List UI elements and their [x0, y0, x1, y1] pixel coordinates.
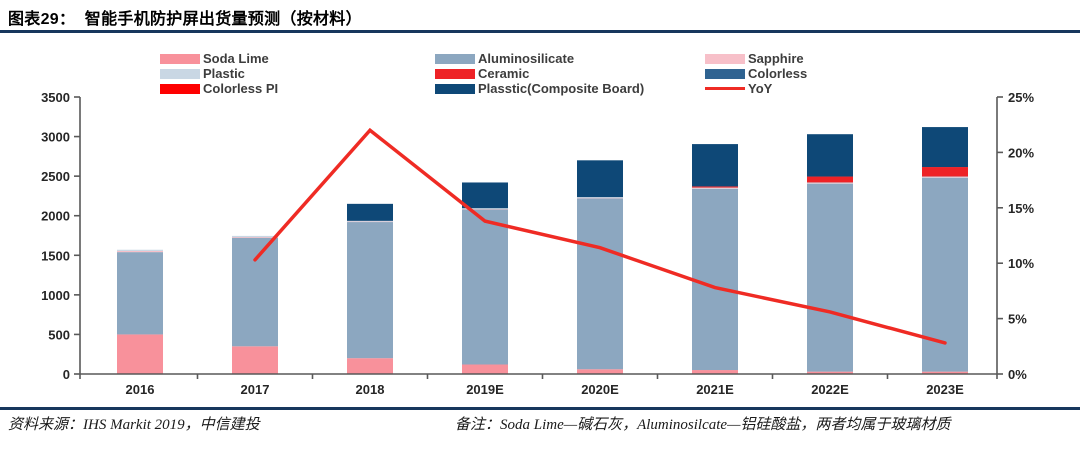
bar-segment-2022E-plasstic-composite-board- [807, 134, 853, 177]
legend-swatch [435, 53, 475, 64]
bar-segment-2016-aluminosilicate [117, 252, 163, 335]
chart-plot: 0 500 1000 1500 2000 2500 3000 3500 0% 5% 10% 15% 20… [41, 90, 1034, 397]
bar-segment-2021E-ceramic [692, 186, 738, 188]
bar-segment-2018-plasstic-composite-board- [347, 203, 393, 221]
bar-segment-2016-sapphire [117, 250, 163, 253]
left-axis-tick-label: 500 [48, 327, 70, 342]
x-axis-category-label: 2016 [126, 382, 155, 397]
left-axis-tick-label: 1000 [41, 288, 70, 303]
bar-segment-2019E-soda-lime [462, 364, 508, 374]
x-axis-category-label: 2020E [581, 382, 619, 397]
note-text: 备注：Soda Lime—碱石灰，Aluminosilcate—铝硅酸盐，两者均… [455, 417, 951, 433]
legend-label: Plasstic(Composite Board) [478, 81, 645, 96]
left-axis-tick-label: 3500 [41, 90, 70, 105]
left-axis-tick-label: 1500 [41, 248, 70, 263]
bar-segment-2019E-plastic [462, 208, 508, 209]
right-axis-tick-label: 0% [1008, 367, 1027, 382]
bar-segment-2020E-soda-lime [577, 369, 623, 374]
legend-label: Colorless PI [203, 81, 279, 96]
legend-label: YoY [748, 81, 773, 96]
bar-segment-2022E-ceramic [807, 176, 853, 183]
legend-item-colorless-pi: Colorless PI [160, 81, 279, 96]
bar-segment-2023E-ceramic [922, 167, 968, 177]
bar-segment-2020E-aluminosilicate [577, 198, 623, 370]
legend-label: Aluminosilicate [478, 51, 575, 66]
bar-segment-2017-plastic [232, 235, 278, 238]
x-axis-category-label: 2022E [811, 382, 849, 397]
bar-segment-2021E-aluminosilicate [692, 188, 738, 371]
bar-segment-2021E-soda-lime [692, 370, 738, 374]
bar-segment-2021E-plastic [692, 187, 738, 189]
right-axis-tick-label: 10% [1008, 256, 1034, 271]
left-axis-tick-label: 0 [63, 367, 70, 382]
bar-segment-2018-aluminosilicate [347, 222, 393, 359]
title-divider [0, 30, 1080, 33]
left-axis-tick-label: 2500 [41, 169, 70, 184]
legend-item-soda-lime: Soda Lime [160, 51, 269, 66]
legend-item-yoy: YoY [705, 81, 773, 96]
footer-divider [0, 407, 1080, 410]
right-axis-tick-label: 20% [1008, 145, 1034, 160]
bar-segment-2020E-plastic [577, 197, 623, 198]
legend-label: Plastic [203, 66, 245, 81]
legend-item-plasstic-composite-board-: Plasstic(Composite Board) [435, 81, 645, 96]
bar-segment-2023E-plasstic-composite-board- [922, 127, 968, 168]
yoy-line [253, 127, 947, 345]
x-axis-category-label: 2019E [466, 382, 504, 397]
legend-swatch [705, 68, 745, 79]
legend-swatch [705, 87, 745, 90]
bar-segment-2022E-aluminosilicate [807, 183, 853, 372]
legend-swatch [160, 83, 200, 94]
bar-segment-2020E-plasstic-composite-board- [577, 160, 623, 198]
legend-label: Soda Lime [203, 51, 269, 66]
bar-segment-2023E-soda-lime [922, 371, 968, 374]
legend-swatch [160, 68, 200, 79]
legend-item-sapphire: Sapphire [705, 51, 804, 66]
legend-swatch [705, 53, 745, 64]
bar-segment-2019E-aluminosilicate [462, 209, 508, 365]
bar-segment-2016-soda-lime [117, 334, 163, 374]
source-text: 资料来源：IHS Markit 2019，中信建投 [8, 417, 260, 433]
right-axis-tick-label: 5% [1008, 312, 1027, 327]
x-axis-category-label: 2023E [926, 382, 964, 397]
legend-swatch [435, 83, 475, 94]
left-axis-tick-label: 3000 [41, 130, 70, 145]
legend-label: Colorless [748, 66, 808, 81]
right-axis-tick-label: 15% [1008, 201, 1034, 216]
bar-segment-2022E-soda-lime [807, 371, 853, 374]
bar-segment-2018-plastic [347, 220, 393, 222]
legend-item-colorless: Colorless [705, 66, 808, 81]
legend-item-ceramic: Ceramic [435, 66, 530, 81]
bar-segment-2016-plastic [117, 249, 163, 251]
bar-segment-2022E-plastic [807, 182, 853, 184]
legend-swatch [160, 53, 200, 64]
x-axis-category-label: 2021E [696, 382, 734, 397]
bar-segment-2017-sapphire [232, 237, 278, 238]
left-axis-tick-label: 2000 [41, 209, 70, 224]
bar-segment-2017-aluminosilicate [232, 237, 278, 347]
legend-swatch [435, 68, 475, 79]
x-axis-category-label: 2017 [241, 382, 270, 397]
bar-segment-2023E-plastic [922, 176, 968, 178]
bar-segment-2018-soda-lime [347, 358, 393, 374]
right-axis-tick-label: 25% [1008, 90, 1034, 105]
bar-segment-2021E-plasstic-composite-board- [692, 144, 738, 187]
legend-item-plastic: Plastic [160, 66, 245, 81]
bar-segment-2019E-plasstic-composite-board- [462, 182, 508, 209]
figure-title: 图表29： 智能手机防护屏出货量预测（按材料） [8, 11, 362, 28]
legend-label: Sapphire [748, 51, 804, 66]
legend-item-aluminosilicate: Aluminosilicate [435, 51, 575, 66]
bar-segment-2017-soda-lime [232, 346, 278, 374]
legend-label: Ceramic [478, 66, 530, 81]
x-axis-category-label: 2018 [356, 382, 385, 397]
